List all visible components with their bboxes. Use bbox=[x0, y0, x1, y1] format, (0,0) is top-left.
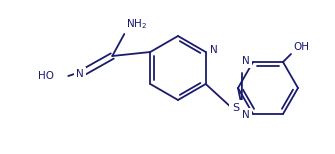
Text: N: N bbox=[242, 110, 250, 120]
Text: N: N bbox=[242, 56, 250, 66]
Text: N: N bbox=[210, 45, 217, 55]
Text: NH$_2$: NH$_2$ bbox=[126, 17, 147, 31]
Text: S: S bbox=[232, 103, 239, 113]
Text: HO: HO bbox=[38, 71, 54, 81]
Text: OH: OH bbox=[293, 42, 309, 52]
Text: N: N bbox=[76, 69, 84, 79]
